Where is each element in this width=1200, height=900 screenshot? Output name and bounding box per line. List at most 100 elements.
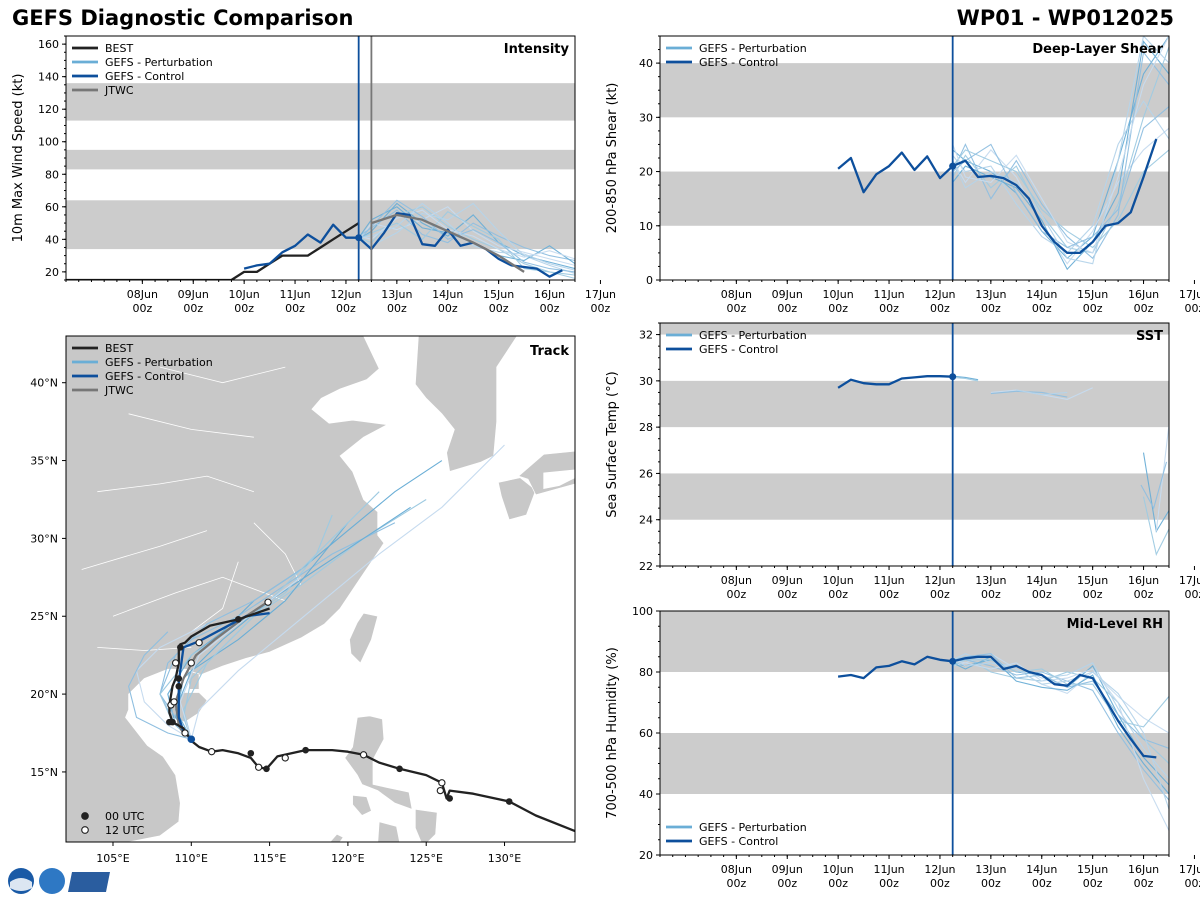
track-00utc-marker — [177, 644, 184, 651]
sst-xtick-label: 00z — [726, 588, 746, 601]
track-xtick-label: 105°E — [96, 852, 129, 865]
province-border — [97, 647, 192, 651]
shear-xtick-label: 00z — [1083, 302, 1103, 315]
shear-ytick-label: 20 — [639, 166, 653, 179]
sst-perturbation-line — [1016, 389, 1068, 396]
shear-ytick-label: 40 — [639, 57, 653, 70]
sst-perturbation-line — [1142, 496, 1169, 557]
intensity-plot-area — [66, 36, 575, 280]
kyushu-land — [497, 477, 537, 521]
rh-xtick-label: 10Jun — [823, 863, 854, 876]
track-00utc-marker — [446, 795, 454, 802]
intensity-xtick-label: 00z — [438, 302, 458, 315]
track-marker-legend-symbol — [81, 812, 89, 820]
intensity-xtick-label: 00z — [183, 302, 203, 315]
mainland-asia-land — [66, 336, 389, 842]
rh-xtick-label: 00z — [1134, 877, 1154, 890]
rh-ytick-label: 100 — [632, 605, 653, 618]
intensity-threshold-band — [66, 83, 575, 121]
intensity-xtick-label: 08Jun — [127, 288, 158, 301]
track-xtick-label: 120°E — [331, 852, 364, 865]
track-xtick-label: 115°E — [253, 852, 286, 865]
sst-xtick-label: 15Jun — [1077, 574, 1108, 587]
track-12utc-marker — [187, 659, 195, 667]
shear-panel: 01020304008Jun00z09Jun00z10Jun00z11Jun00… — [605, 35, 1200, 315]
rh-xtick-label: 00z — [828, 877, 848, 890]
shear-xtick-label: 17Jun — [1179, 288, 1200, 301]
track-12utc-marker — [359, 751, 368, 759]
track-12utc-marker — [171, 659, 180, 667]
honshu-shikoku-land — [517, 450, 575, 496]
track-ytick-label: 40°N — [30, 377, 58, 390]
shear-legend-label: GEFS - Perturbation — [699, 42, 807, 55]
rh-xtick-label: 13Jun — [975, 863, 1006, 876]
sst-xtick-label: 11Jun — [873, 574, 904, 587]
province-border — [159, 366, 286, 384]
rh-xtick-label: 00z — [1083, 877, 1103, 890]
rh-perturbation-line — [952, 659, 1169, 728]
rh-panel-label: Mid-Level RH — [1067, 617, 1163, 632]
intensity-xtick-label: 12Jun — [330, 288, 361, 301]
track-00utc-marker — [175, 675, 183, 682]
shear-xtick-label: 12Jun — [924, 288, 955, 301]
province-border — [112, 576, 286, 617]
sst-perturbation-line — [1140, 461, 1168, 510]
sst-xtick-label: 00z — [1185, 588, 1200, 601]
cira-wordmark-icon — [68, 872, 110, 892]
sst-perturbation-line — [952, 375, 979, 381]
track-panel-label: Track — [530, 344, 569, 359]
shear-xtick-label: 00z — [828, 302, 848, 315]
track-12utc-marker — [208, 748, 216, 756]
rh-legend-label: GEFS - Perturbation — [699, 821, 807, 834]
sst-xtick-label: 17Jun — [1179, 574, 1200, 587]
shear-xtick-label: 00z — [1032, 302, 1052, 315]
track-frame — [65, 335, 576, 843]
rh-xtick-label: 16Jun — [1128, 863, 1159, 876]
track-00utc-marker — [302, 746, 309, 754]
shear-ytick-label: 0 — [646, 274, 653, 287]
shear-xtick-label: 08Jun — [721, 288, 752, 301]
rh-ytick-label: 80 — [639, 666, 653, 679]
track-12utc-marker — [181, 729, 189, 737]
track-00utc-marker — [175, 683, 183, 690]
intensity-legend-label: GEFS - Control — [105, 70, 184, 83]
shear-xtick-label: 00z — [1185, 302, 1200, 315]
intensity-threshold-band — [66, 149, 575, 170]
intensity-panel: 2040608010012014016008Jun00z09Jun00z10Ju… — [11, 35, 616, 315]
track-xtick-label: 110°E — [175, 852, 208, 865]
panay-negros-land — [377, 821, 400, 842]
shear-init-marker — [949, 162, 957, 170]
intensity-jtwc-line — [371, 213, 525, 273]
rh-xtick-label: 17Jun — [1179, 863, 1200, 876]
rh-xtick-label: 00z — [981, 877, 1001, 890]
shear-xtick-label: 15Jun — [1077, 288, 1108, 301]
province-border — [97, 475, 255, 493]
shear-xtick-label: 11Jun — [873, 288, 904, 301]
intensity-legend-label: JTWC — [104, 84, 134, 97]
intensity-xtick-label: 10Jun — [229, 288, 260, 301]
sst-xtick-label: 14Jun — [1026, 574, 1057, 587]
storm-id-title: WP01 - WP012025 — [956, 6, 1174, 30]
track-00utc-marker — [247, 749, 255, 757]
sst-xtick-label: 00z — [930, 588, 950, 601]
rh-gefs-control-line — [837, 655, 1157, 759]
sst-panel: 22242628303208Jun00z09Jun00z10Jun00z11Ju… — [605, 322, 1200, 601]
track-12utc-marker — [254, 763, 263, 771]
shear-legend-label: GEFS - Control — [699, 56, 778, 69]
sst-threshold-band — [660, 380, 1169, 428]
sst-ytick-label: 28 — [639, 421, 653, 434]
track-00utc-marker — [166, 718, 173, 726]
rh-xtick-label: 15Jun — [1077, 863, 1108, 876]
rh-xtick-label: 00z — [777, 877, 797, 890]
shear-ytick-label: 30 — [639, 111, 653, 124]
shear-xtick-label: 00z — [981, 302, 1001, 315]
shear-xtick-label: 00z — [930, 302, 950, 315]
sst-xtick-label: 00z — [879, 588, 899, 601]
shear-xtick-label: 00z — [1134, 302, 1154, 315]
sst-ytick-label: 30 — [639, 375, 653, 388]
track-legend-label: GEFS - Control — [105, 370, 184, 383]
intensity-perturbation-line — [358, 211, 575, 279]
shear-ytick-label: 10 — [639, 220, 653, 233]
track-12utc-marker — [264, 598, 272, 606]
track-init-marker — [187, 735, 196, 744]
